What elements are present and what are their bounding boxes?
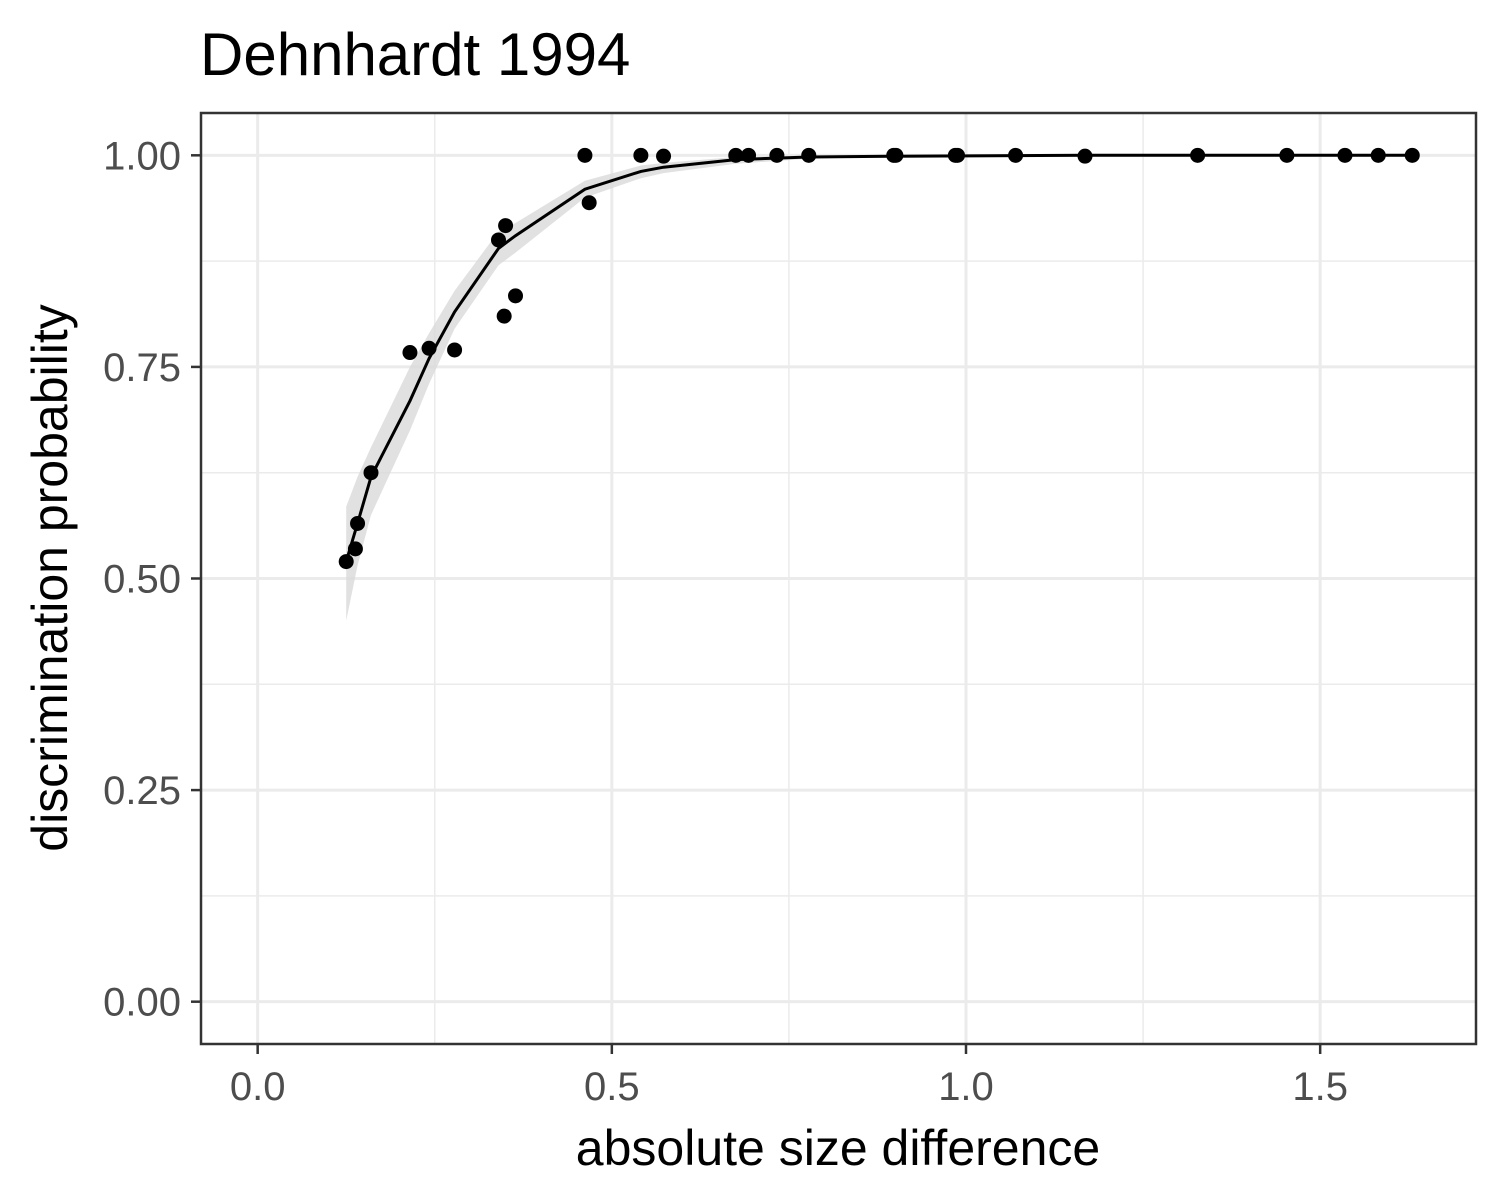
data-point [496, 308, 512, 324]
data-point [347, 541, 363, 557]
y-tick-label: 0.25 [103, 769, 181, 813]
data-point [1077, 148, 1093, 164]
data-point [581, 195, 597, 211]
data-point [728, 147, 744, 163]
data-point [1404, 147, 1420, 163]
data-point [950, 147, 965, 163]
data-point [498, 218, 514, 234]
data-point [1370, 147, 1386, 163]
x-tick-label: 0.5 [584, 1065, 640, 1109]
data-point [1279, 147, 1295, 163]
data-point [801, 147, 817, 163]
y-tick-label: 0.75 [103, 346, 181, 390]
data-points [338, 147, 1420, 570]
data-point [741, 147, 757, 163]
data-point [769, 147, 785, 163]
data-point [1008, 147, 1024, 163]
data-point [577, 147, 593, 163]
data-point [350, 515, 366, 531]
data-point [508, 288, 523, 304]
x-axis: 0.0 0.5 1.0 1.5 [230, 1044, 1348, 1109]
data-point [421, 340, 437, 356]
x-tick-label: 1.0 [938, 1065, 994, 1109]
y-tick-label: 1.00 [103, 134, 181, 178]
data-point [1190, 147, 1206, 163]
data-point [633, 147, 649, 163]
chart-title: Dehnhardt 1994 [200, 21, 630, 88]
data-point [1337, 147, 1353, 163]
major-gridlines [201, 113, 1476, 1044]
y-axis-title: discrimination probability [22, 304, 78, 851]
x-tick-label: 1.5 [1292, 1065, 1348, 1109]
y-tick-label: 0.50 [103, 558, 181, 602]
x-tick-label: 0.0 [230, 1065, 286, 1109]
x-axis-title: absolute size difference [576, 1120, 1100, 1176]
y-axis: 0.00 0.25 0.50 0.75 1.00 [103, 134, 201, 1025]
fit-line [344, 153, 1413, 563]
y-tick-label: 0.00 [103, 981, 181, 1025]
data-point [888, 147, 904, 163]
data-point [491, 232, 506, 248]
data-point [656, 148, 672, 164]
data-point [402, 345, 418, 361]
data-point [363, 465, 379, 481]
data-point [447, 342, 463, 358]
data-point [338, 554, 354, 570]
